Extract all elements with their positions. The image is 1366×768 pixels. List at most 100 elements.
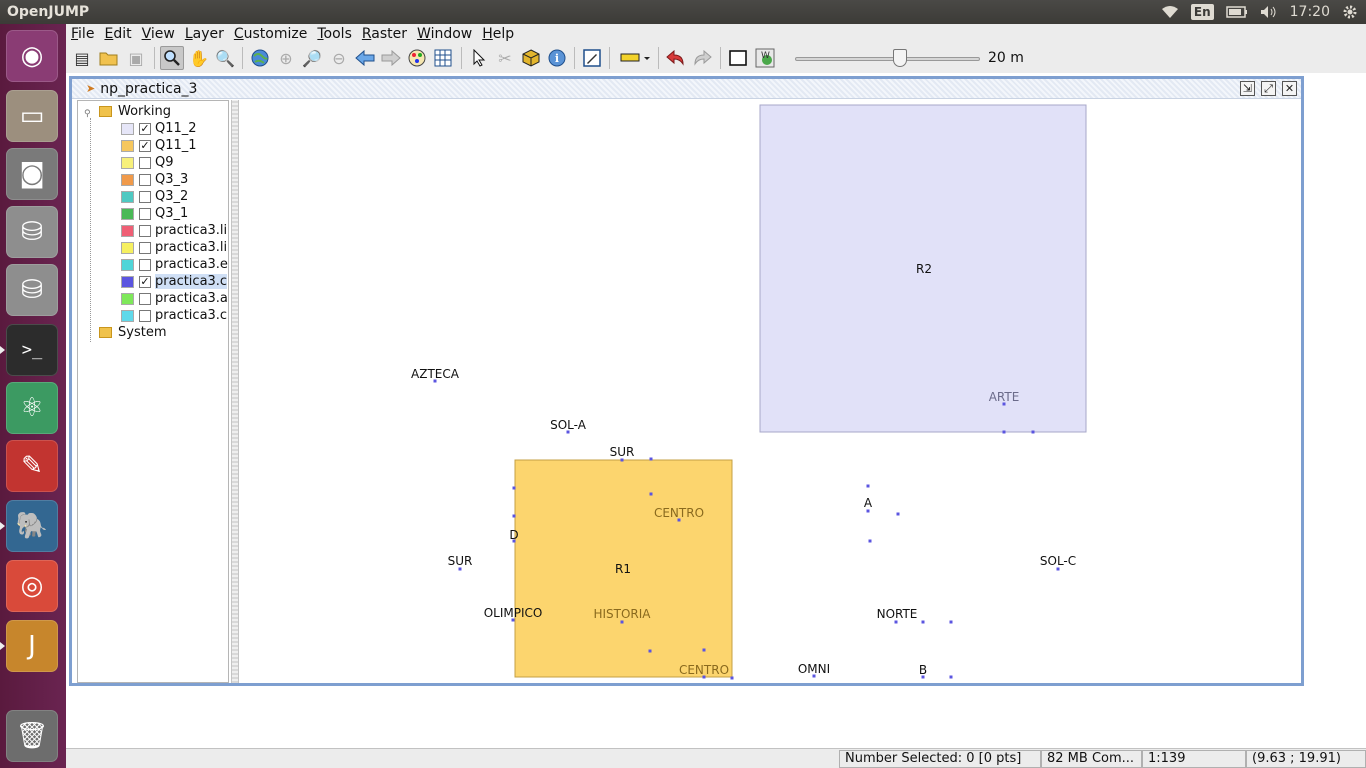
menu-tools[interactable]: Tools — [317, 25, 352, 42]
launcher-drive-1-icon[interactable]: ⛁ — [6, 206, 58, 258]
point-vertex[interactable] — [512, 514, 516, 518]
delete-selected-icon[interactable]: ✂ — [498, 48, 512, 68]
point-vertex[interactable] — [702, 648, 706, 652]
menu-help[interactable]: Help — [482, 25, 515, 42]
menu-window[interactable]: Window — [417, 25, 473, 42]
point-vertex[interactable] — [702, 675, 706, 679]
menu-customize[interactable]: Customize — [233, 25, 308, 42]
layer-item[interactable]: Q3_2 — [121, 188, 188, 205]
info-tool-icon[interactable]: i — [545, 46, 569, 70]
open-file-icon[interactable] — [97, 46, 121, 70]
launcher-pdf-reader-icon[interactable]: ✎ — [6, 440, 58, 492]
zoom-fence-icon[interactable]: ⊖ — [332, 48, 346, 68]
edit-toolbox-icon[interactable] — [580, 46, 604, 70]
split-pane-divider[interactable] — [231, 100, 239, 683]
point-vertex[interactable] — [566, 430, 570, 434]
point-vertex[interactable] — [512, 539, 516, 543]
point-vertex[interactable] — [512, 486, 516, 490]
point-vertex[interactable] — [868, 539, 872, 543]
battery-icon[interactable] — [1225, 6, 1248, 18]
point-vertex[interactable] — [1002, 430, 1006, 434]
point-vertex[interactable] — [511, 618, 515, 622]
launcher-chrome-icon[interactable]: ◎ — [6, 560, 58, 612]
layer-item[interactable]: ✓ Q11_1 — [121, 137, 197, 154]
menu-raster[interactable]: Raster — [361, 25, 408, 42]
layer-visibility-checkbox[interactable] — [139, 156, 151, 169]
point-vertex[interactable] — [866, 484, 870, 488]
menu-file[interactable]: File — [71, 25, 95, 42]
point-vertex[interactable] — [433, 379, 437, 383]
memory-usage[interactable]: 82 MB Com... — [1041, 750, 1142, 768]
point-vertex[interactable] — [1056, 567, 1060, 571]
minimize-icon[interactable]: ⇲ — [1240, 81, 1255, 96]
layer-item[interactable]: Q9 — [121, 154, 174, 171]
layer-item[interactable]: practica3.li — [121, 222, 227, 239]
launcher-drive-2-icon[interactable]: ⛁ — [6, 264, 58, 316]
launcher-atom-icon[interactable]: ⚛ — [6, 382, 58, 434]
layer-visibility-checkbox[interactable] — [139, 241, 151, 254]
select-tool-icon[interactable] — [467, 46, 491, 70]
zoom-layer-icon[interactable]: 🔎 — [302, 48, 322, 68]
point-vertex[interactable] — [1031, 430, 1035, 434]
point-vertex[interactable] — [649, 457, 653, 461]
redo-icon[interactable] — [690, 46, 714, 70]
layer-visibility-checkbox[interactable] — [139, 309, 151, 322]
point-vertex[interactable] — [648, 649, 652, 653]
point-vertex[interactable] — [730, 676, 734, 680]
layer-item[interactable]: practica3.a — [121, 290, 228, 307]
keyboard-layout-indicator[interactable]: En — [1190, 4, 1214, 20]
zoom-realtime-icon[interactable]: 🔍 — [215, 48, 235, 68]
layer-item[interactable]: Q3_3 — [121, 171, 188, 188]
volume-icon[interactable] — [1260, 5, 1278, 19]
launcher-terminal-icon[interactable]: >_ — [6, 324, 58, 376]
layer-visibility-checkbox[interactable]: ✓ — [139, 274, 151, 288]
polygon-r1[interactable] — [514, 459, 733, 678]
gear-icon[interactable] — [1342, 4, 1358, 20]
launcher-trash-icon[interactable]: 🗑 — [6, 710, 58, 762]
point-vertex[interactable] — [866, 509, 870, 513]
zoom-previous-icon[interactable] — [353, 46, 377, 70]
category-system[interactable]: System — [99, 324, 166, 341]
save-icon[interactable]: ▣ — [128, 48, 144, 68]
fence-icon[interactable] — [726, 46, 750, 70]
frame-title-bar[interactable]: ➤ np_practica_3 ⇲ ⤢ ✕ — [72, 79, 1301, 99]
zoom-selected-icon[interactable]: ⊕ — [279, 48, 293, 68]
point-vertex[interactable] — [894, 620, 898, 624]
category-working[interactable]: Working — [99, 103, 171, 120]
point-vertex[interactable] — [896, 512, 900, 516]
menu-view[interactable]: View — [141, 25, 175, 42]
point-vertex[interactable] — [1002, 402, 1006, 406]
launcher-ubuntu-dash-icon[interactable]: ◉ — [6, 30, 58, 82]
layer-item[interactable]: practica3.c — [121, 307, 227, 324]
layer-visibility-checkbox[interactable]: ✓ — [139, 121, 151, 135]
measure-tool-icon[interactable] — [617, 46, 653, 70]
launcher-camera-icon[interactable]: ◙ — [6, 148, 58, 200]
point-vertex[interactable] — [949, 620, 953, 624]
wms-layer-icon[interactable]: W — [753, 46, 777, 70]
layer-visibility-checkbox[interactable] — [139, 258, 151, 271]
zoom-extent-icon[interactable] — [248, 46, 272, 70]
layer-item[interactable]: ✓ practica3.c — [121, 273, 228, 290]
zoom-slider-track[interactable] — [795, 57, 980, 61]
layer-visibility-checkbox[interactable] — [139, 224, 151, 237]
point-vertex[interactable] — [921, 675, 925, 679]
point-vertex[interactable] — [649, 492, 653, 496]
clock[interactable]: 17:20 — [1289, 4, 1330, 20]
layer-item[interactable]: practica3.e — [121, 256, 228, 273]
layer-visibility-checkbox[interactable] — [139, 292, 151, 305]
point-vertex[interactable] — [949, 675, 953, 679]
pan-tool-icon[interactable]: ✋ — [189, 48, 209, 68]
zoom-slider-thumb[interactable] — [893, 49, 907, 67]
polygon-r2[interactable] — [759, 104, 1087, 433]
layer-item[interactable]: ✓ Q11_2 — [121, 120, 197, 137]
layer-visibility-checkbox[interactable]: ✓ — [139, 138, 151, 152]
point-vertex[interactable] — [458, 567, 462, 571]
cube-tool-icon[interactable] — [519, 46, 543, 70]
layer-visibility-checkbox[interactable] — [139, 207, 151, 220]
launcher-files-icon[interactable]: ▭ — [6, 90, 58, 142]
layer-visibility-checkbox[interactable] — [139, 173, 151, 186]
zoom-next-icon[interactable] — [379, 46, 403, 70]
point-vertex[interactable] — [812, 674, 816, 678]
zoom-tool-icon[interactable] — [160, 46, 184, 70]
attribute-table-icon[interactable] — [431, 46, 455, 70]
